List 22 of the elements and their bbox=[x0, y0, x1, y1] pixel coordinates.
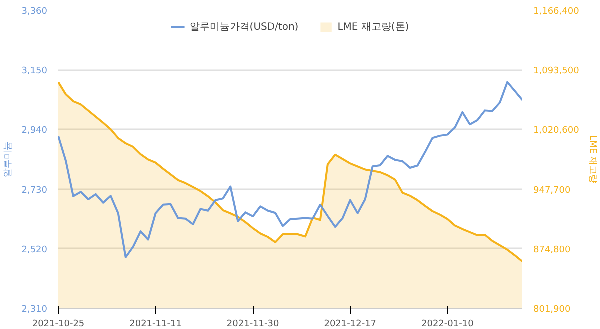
y2-axis-title: LME 재고량 bbox=[587, 135, 598, 184]
line-series bbox=[58, 81, 522, 258]
legend-label: LME 재고량(톤) bbox=[338, 21, 410, 34]
y2-tick-label: 874,800 bbox=[534, 245, 571, 256]
y-axis-title: 알루미늄 bbox=[4, 142, 14, 178]
y-tick-label: 3,150 bbox=[22, 66, 48, 77]
y2-tick-label: 1,093,500 bbox=[534, 66, 580, 77]
y2-tick-label: 1,166,400 bbox=[534, 7, 580, 17]
y2-tick-label: 947,700 bbox=[534, 186, 571, 196]
x-tick-label: 2022-01-10 bbox=[422, 320, 474, 329]
y2-tick-label: 1,020,600 bbox=[534, 126, 580, 136]
x-tick-label: 2021-10-25 bbox=[32, 320, 85, 329]
y-tick-label: 2,310 bbox=[22, 305, 48, 315]
y-tick-label: 2,730 bbox=[22, 186, 48, 196]
y-tick-label: 2,520 bbox=[22, 245, 48, 256]
y-tick-label: 3,360 bbox=[22, 7, 48, 17]
y2-tick-label: 801,900 bbox=[534, 305, 571, 315]
x-tick-label: 2021-11-11 bbox=[130, 320, 182, 329]
x-tick-label: 2021-12-17 bbox=[324, 320, 377, 329]
y-tick-label: 2,940 bbox=[22, 126, 48, 136]
x-tick-label: 2021-11-30 bbox=[226, 320, 280, 329]
legend-label: 알루미늄가격(USD/ton) bbox=[190, 21, 299, 34]
